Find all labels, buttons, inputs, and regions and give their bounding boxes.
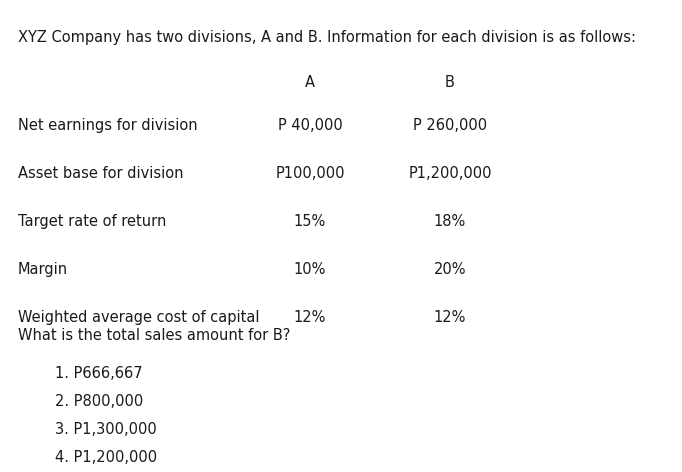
Text: What is the total sales amount for B?: What is the total sales amount for B? bbox=[18, 328, 291, 343]
Text: P100,000: P100,000 bbox=[276, 166, 344, 181]
Text: Weighted average cost of capital: Weighted average cost of capital bbox=[18, 310, 259, 325]
Text: A: A bbox=[305, 75, 315, 90]
Text: 12%: 12% bbox=[434, 310, 466, 325]
Text: 4. P1,200,000: 4. P1,200,000 bbox=[55, 450, 157, 465]
Text: XYZ Company has two divisions, A and B. Information for each division is as foll: XYZ Company has two divisions, A and B. … bbox=[18, 30, 636, 45]
Text: 10%: 10% bbox=[294, 262, 326, 277]
Text: P 260,000: P 260,000 bbox=[413, 118, 487, 133]
Text: Margin: Margin bbox=[18, 262, 68, 277]
Text: 15%: 15% bbox=[294, 214, 326, 229]
Text: 3. P1,300,000: 3. P1,300,000 bbox=[55, 422, 157, 437]
Text: P 40,000: P 40,000 bbox=[278, 118, 342, 133]
Text: 18%: 18% bbox=[434, 214, 466, 229]
Text: Target rate of return: Target rate of return bbox=[18, 214, 166, 229]
Text: Net earnings for division: Net earnings for division bbox=[18, 118, 198, 133]
Text: 2. P800,000: 2. P800,000 bbox=[55, 394, 143, 409]
Text: 1. P666,667: 1. P666,667 bbox=[55, 366, 143, 381]
Text: 20%: 20% bbox=[434, 262, 466, 277]
Text: P1,200,000: P1,200,000 bbox=[409, 166, 492, 181]
Text: Asset base for division: Asset base for division bbox=[18, 166, 183, 181]
Text: B: B bbox=[445, 75, 455, 90]
Text: 12%: 12% bbox=[294, 310, 326, 325]
